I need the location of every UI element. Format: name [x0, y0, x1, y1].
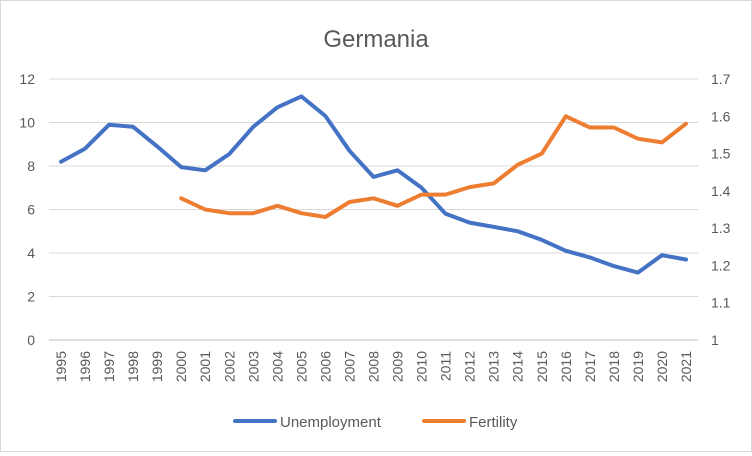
right-tick-label: 1	[711, 332, 719, 348]
left-tick-label: 6	[27, 202, 35, 218]
x-tick-label: 1996	[77, 351, 93, 382]
x-tick-label: 2010	[414, 351, 430, 382]
right-tick-label: 1.4	[711, 183, 731, 199]
left-tick-label: 8	[27, 158, 35, 174]
x-tick-label: 1997	[101, 351, 117, 382]
x-tick-label: 2020	[654, 351, 670, 382]
x-tick-label: 2011	[438, 351, 454, 381]
left-tick-label: 2	[27, 289, 35, 305]
x-tick-label: 2006	[317, 351, 333, 382]
left-tick-label: 0	[27, 332, 35, 348]
right-tick-label: 1.7	[711, 71, 731, 87]
gridlines	[49, 78, 698, 341]
x-tick-label: 2003	[245, 351, 261, 382]
x-tick-label: 2000	[173, 351, 189, 382]
x-tick-label: 2021	[678, 351, 694, 382]
x-tick-label: 2015	[534, 351, 550, 382]
x-tick-label: 2005	[293, 351, 309, 382]
chart-title: Germania	[323, 26, 429, 53]
left-tick-label: 12	[19, 71, 35, 87]
x-tick-label: 2018	[606, 351, 622, 382]
x-tick-label: 2004	[269, 351, 285, 382]
right-tick-label: 1.1	[711, 295, 731, 311]
x-tick-label: 2017	[582, 351, 598, 382]
x-tick-label: 2002	[221, 351, 237, 382]
x-tick-label: 1999	[149, 351, 165, 382]
series-line-unemployment	[59, 94, 688, 275]
right-tick-label: 1.6	[711, 108, 731, 124]
x-tick-label: 2009	[390, 351, 406, 382]
x-tick-label: 2001	[197, 351, 213, 382]
x-tick-label: 2016	[558, 351, 574, 382]
series-line-fertility	[179, 114, 688, 219]
legend: Unemployment Fertility	[233, 414, 518, 431]
right-axis: 1 1.1 1.2 1.3 1.4 1.5 1.6 1.7	[711, 71, 731, 348]
x-tick-label: 2013	[486, 351, 502, 382]
x-tick-label: 2007	[341, 351, 357, 382]
right-tick-label: 1.2	[711, 257, 731, 273]
x-tick-label: 2019	[630, 351, 646, 382]
x-tick-label: 2014	[510, 351, 526, 382]
legend-label: Fertility	[469, 414, 518, 431]
left-tick-label: 4	[27, 245, 35, 261]
x-tick-label: 2008	[366, 351, 382, 382]
right-tick-label: 1.3	[711, 220, 731, 236]
x-tick-label: 1995	[53, 351, 69, 382]
x-axis: 1995 1996 1997 1998 1999 2000 2001 2002 2003 2004…	[53, 351, 694, 382]
left-axis: 0 2 4 6 8 10 12	[19, 71, 35, 348]
legend-label: Unemployment	[280, 414, 382, 431]
left-tick-label: 10	[19, 115, 35, 131]
series-lines	[59, 94, 688, 275]
x-tick-label: 1998	[125, 351, 141, 382]
right-tick-label: 1.5	[711, 146, 731, 162]
x-tick-label: 2012	[462, 351, 478, 382]
